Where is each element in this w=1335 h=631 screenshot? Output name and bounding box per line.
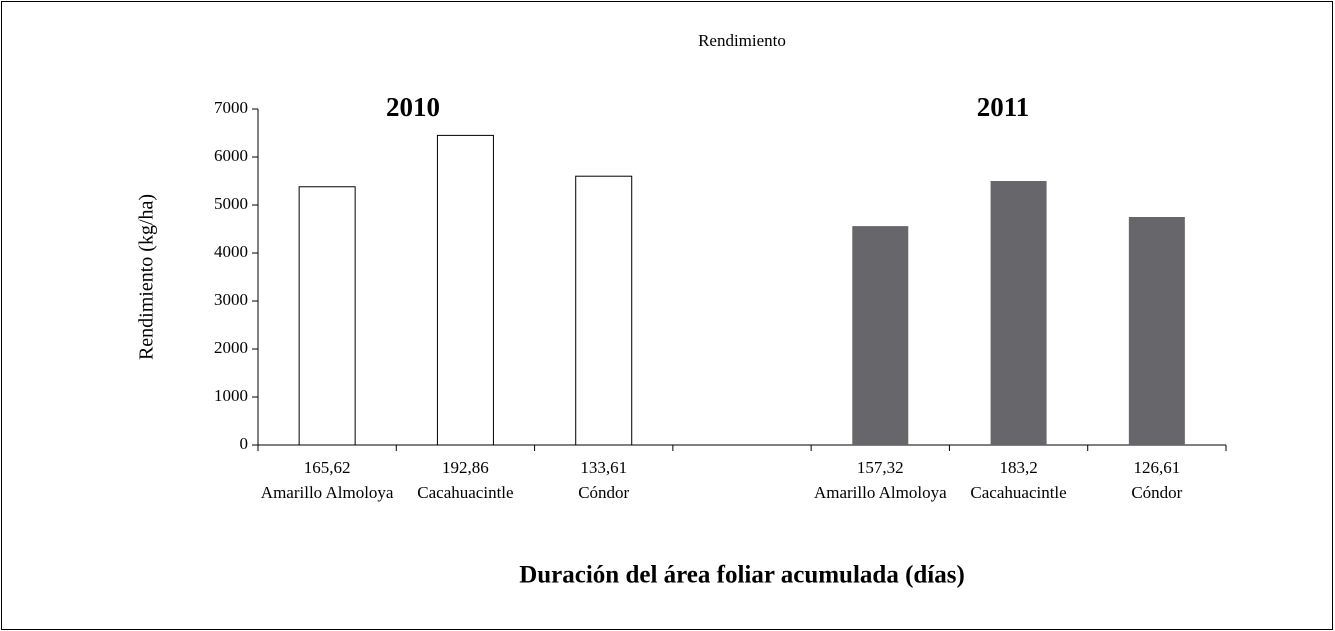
x-axis-label: Duración del área foliar acumulada (días… xyxy=(519,562,965,589)
bar xyxy=(852,226,909,445)
x-tick-label: Amarillo Almoloya xyxy=(261,483,394,502)
bar xyxy=(436,134,494,446)
x-tick-value: 192,86 xyxy=(442,458,489,477)
y-tick-label: 2000 xyxy=(214,338,248,357)
y-tick-label: 4000 xyxy=(214,242,248,261)
y-tick-label: 0 xyxy=(240,434,249,453)
x-tick-value: 183,2 xyxy=(999,458,1037,477)
y-tick-label: 3000 xyxy=(214,290,248,309)
annotation: 2010 xyxy=(386,92,440,122)
annotation: 2011 xyxy=(977,92,1030,122)
chart-title: Rendimiento xyxy=(698,31,786,50)
x-tick-value: 165,62 xyxy=(304,458,351,477)
y-tick-label: 6000 xyxy=(214,146,248,165)
bar xyxy=(575,175,633,446)
y-tick-label: 5000 xyxy=(214,194,248,213)
y-tick-label: 1000 xyxy=(214,386,248,405)
x-tick-label: Cóndor xyxy=(1131,483,1182,502)
x-tick-value: 126,61 xyxy=(1133,458,1180,477)
x-tick-label: Cacahuacintle xyxy=(970,483,1066,502)
bar xyxy=(1128,217,1185,445)
bar xyxy=(990,181,1047,445)
x-tick-value: 157,32 xyxy=(857,458,904,477)
x-tick-label: Cacahuacintle xyxy=(417,483,513,502)
x-tick-label: Cóndor xyxy=(578,483,629,502)
y-tick-label: 7000 xyxy=(214,98,248,117)
x-tick-label: Amarillo Almoloya xyxy=(814,483,947,502)
y-axis-label: Rendimiento (kg/ha) xyxy=(136,194,158,360)
x-tick-value: 133,61 xyxy=(580,458,627,477)
bar xyxy=(298,186,356,446)
